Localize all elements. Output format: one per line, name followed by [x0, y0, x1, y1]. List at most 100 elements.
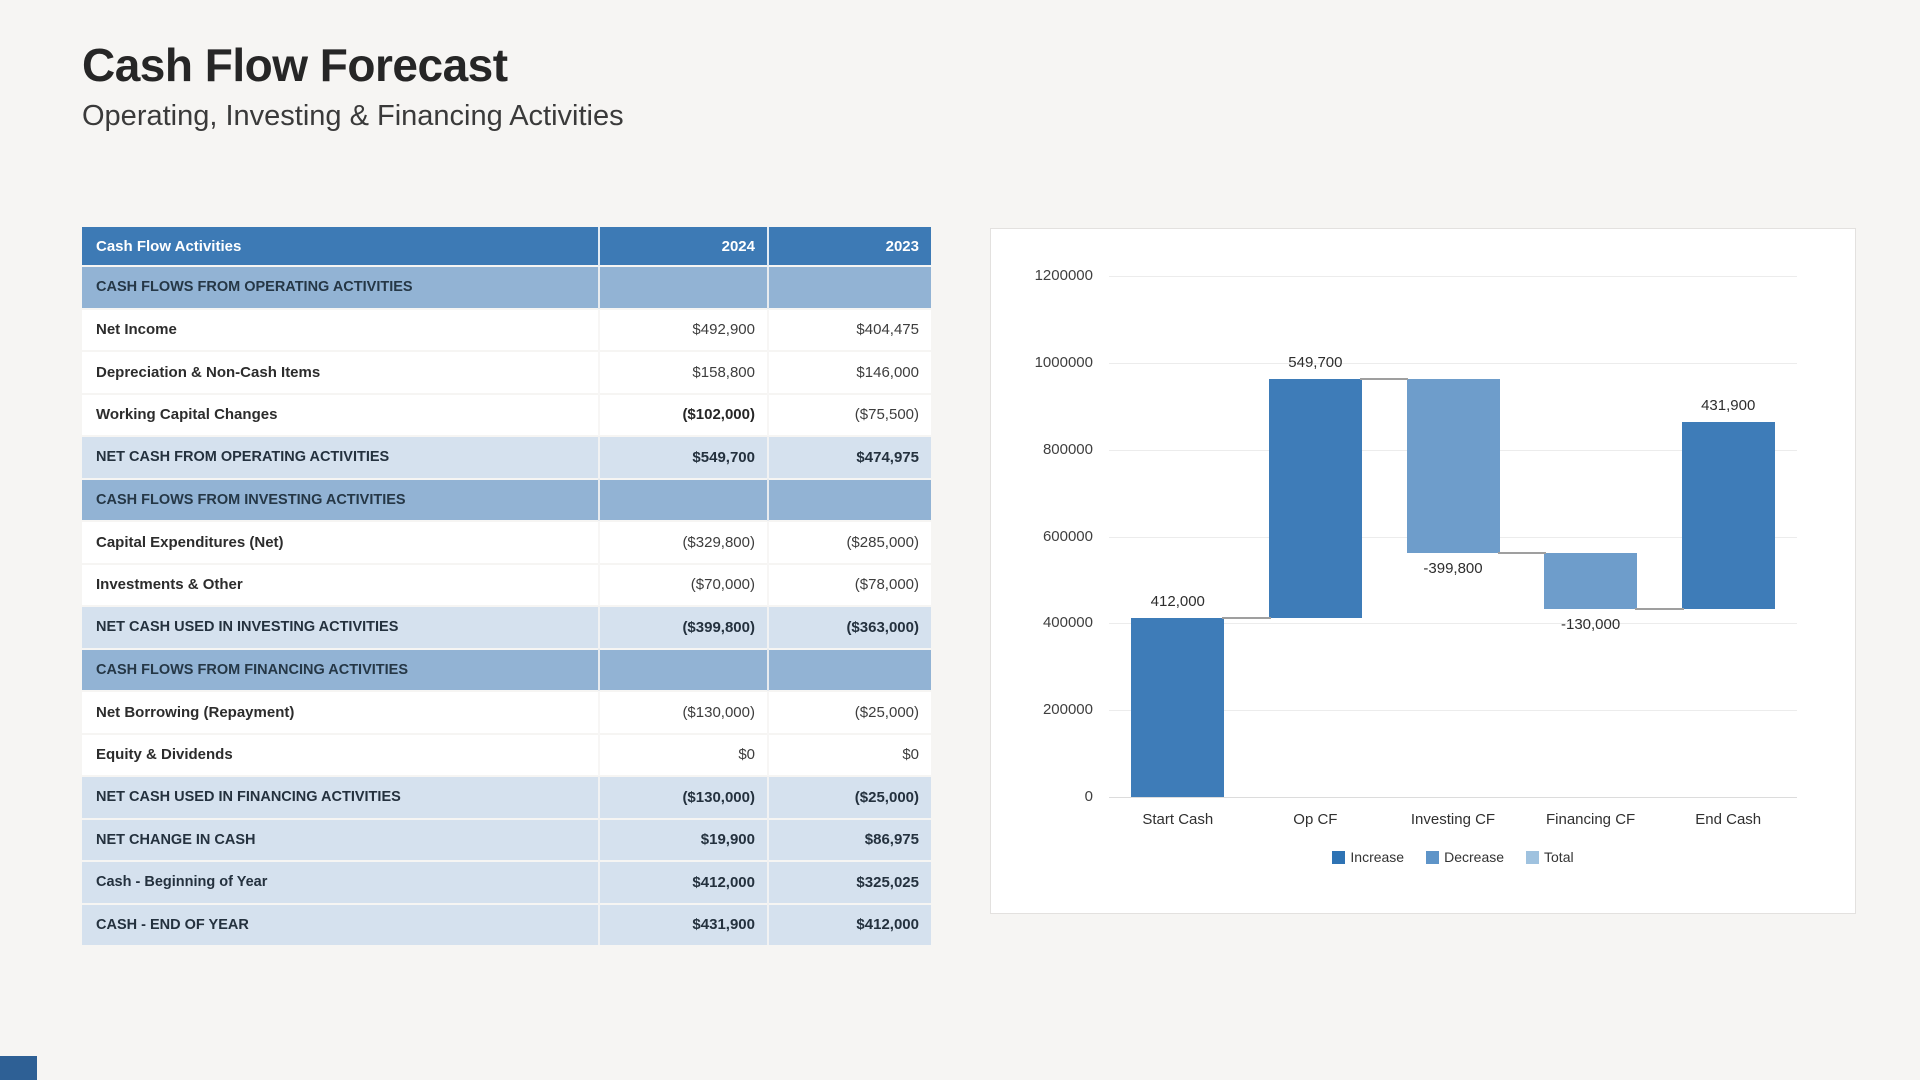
x-axis-category-label: Op CF: [1293, 811, 1338, 828]
value-2024: ($130,000): [598, 690, 768, 734]
value-2023: $404,475: [767, 307, 931, 351]
value-2024: $492,900: [598, 307, 768, 351]
value-2023: ($285,000): [767, 520, 931, 564]
y-axis-tick-label: 200000: [1042, 701, 1093, 719]
table-row-data: Capital Expenditures (Net) ($329,800) ($28…: [82, 520, 931, 564]
value-2023: [767, 647, 931, 691]
table-row-subtotal: Cash - Beginning of Year $412,000 $325,025: [82, 860, 931, 904]
y-axis-tick-label: 0: [1084, 788, 1093, 805]
table-row-subtotal: CASH - END OF YEAR $431,900 $412,000: [82, 902, 931, 945]
waterfall-bar-decrease: [1544, 553, 1638, 610]
table-row-subtotal: NET CASH USED IN INVESTING ACTIVITIES ($3…: [82, 605, 931, 649]
legend-item: Total: [1526, 849, 1574, 865]
row-label: Investments & Other: [82, 562, 599, 606]
value-2023: ($25,000): [767, 775, 931, 819]
column-header-2023: 2023: [767, 227, 931, 266]
gridline: [1109, 797, 1797, 798]
row-label: Equity & Dividends: [82, 732, 599, 776]
value-2024: $0: [598, 732, 768, 776]
value-2023: $86,975: [767, 817, 931, 861]
table-row-section: CASH FLOWS FROM OPERATING ACTIVITIES: [82, 265, 931, 309]
value-2023: [767, 265, 931, 309]
value-2024: ($102,000): [598, 392, 768, 436]
waterfall-connector: [1635, 608, 1684, 611]
waterfall-connector: [1359, 378, 1409, 381]
table-row-subtotal: NET CHANGE IN CASH $19,900 $86,975: [82, 817, 931, 861]
chart-legend: Increase Decrease Total: [1109, 849, 1797, 865]
page-subtitle: Operating, Investing & Financing Activit…: [82, 100, 624, 132]
y-axis-tick-label: 800000: [1042, 440, 1093, 458]
gridline: [1109, 623, 1797, 625]
value-2023: $474,975: [767, 435, 931, 479]
value-2024: [598, 265, 768, 309]
bottom-left-accent-bar: [0, 1056, 37, 1080]
value-2024: $412,000: [598, 860, 768, 904]
row-label: Capital Expenditures (Net): [82, 520, 599, 564]
value-2024: [598, 477, 768, 521]
value-2024: ($399,800): [598, 605, 768, 649]
y-axis-tick-label: 400000: [1042, 614, 1093, 632]
row-label: CASH FLOWS FROM OPERATING ACTIVITIES: [82, 265, 599, 309]
gridline: [1109, 362, 1797, 364]
row-label: NET CASH USED IN FINANCING ACTIVITIES: [82, 775, 599, 819]
value-2023: ($25,000): [767, 690, 931, 734]
legend-item: Decrease: [1426, 849, 1504, 865]
value-2024: [598, 647, 768, 691]
column-header-activities: Cash Flow Activities: [82, 227, 599, 266]
table-row-data: Equity & Dividends $0 $0: [82, 732, 931, 776]
value-2024: $19,900: [598, 817, 768, 861]
row-label: CASH FLOWS FROM FINANCING ACTIVITIES: [82, 647, 599, 691]
row-label: CASH - END OF YEAR: [82, 902, 599, 945]
bar-data-label: 412,000: [1150, 593, 1205, 611]
row-label: Depreciation & Non-Cash Items: [82, 350, 599, 394]
gridline: [1109, 710, 1797, 712]
bar-data-label: -130,000: [1560, 616, 1621, 634]
legend-item: Increase: [1332, 849, 1404, 865]
value-2024: $431,900: [598, 902, 768, 945]
gridline: [1109, 276, 1797, 277]
y-axis-tick-label: 1000000: [1034, 353, 1093, 371]
bar-data-label: -399,800: [1423, 560, 1483, 578]
y-axis-tick-label: 1200000: [1034, 267, 1093, 284]
cash-flow-table: Cash Flow Activities 2024 2023 CASH FLOW…: [82, 227, 931, 945]
x-axis-category-label: Financing CF: [1545, 811, 1636, 828]
value-2023: [767, 477, 931, 521]
value-2023: $146,000: [767, 350, 931, 394]
row-label: NET CHANGE IN CASH: [82, 817, 599, 861]
page-title: Cash Flow Forecast: [82, 39, 508, 91]
waterfall-connector: [1497, 552, 1547, 555]
table-row-data: Depreciation & Non-Cash Items $158,800 $14…: [82, 350, 931, 394]
legend-label: Decrease: [1444, 849, 1505, 865]
x-axis-category-label: End Cash: [1695, 811, 1762, 828]
row-label: Net Income: [82, 307, 599, 351]
bar-data-label: 431,900: [1701, 396, 1756, 414]
value-2024: ($130,000): [598, 775, 768, 819]
table-row-subtotal: NET CASH FROM OPERATING ACTIVITIES $549,7…: [82, 435, 931, 479]
waterfall-bar-increase: [1268, 379, 1362, 619]
value-2023: ($363,000): [767, 605, 931, 649]
x-axis-category-label: Investing CF: [1410, 811, 1496, 828]
row-label: CASH FLOWS FROM INVESTING ACTIVITIES: [82, 477, 599, 521]
bar-data-label: 549,700: [1288, 354, 1343, 372]
row-label: Net Borrowing (Repayment): [82, 690, 599, 734]
table-row-data: Investments & Other ($70,000) ($78,000): [82, 562, 931, 606]
waterfall-chart-card: 0 200000 400000 600000 800000 1000000 1200000 4…: [990, 228, 1856, 914]
row-label: NET CASH USED IN INVESTING ACTIVITIES: [82, 605, 599, 649]
value-2023: $0: [767, 732, 931, 776]
value-2024: $549,700: [598, 435, 768, 479]
waterfall-connector: [1222, 617, 1271, 620]
legend-swatch-icon: [1426, 850, 1440, 864]
row-label: Cash - Beginning of Year: [82, 860, 599, 904]
waterfall-bar-increase: [1131, 618, 1225, 797]
value-2024: ($329,800): [598, 520, 768, 564]
table-row-data: Working Capital Changes ($102,000) ($75,50…: [82, 392, 931, 436]
y-axis-tick-label: 600000: [1042, 527, 1093, 545]
cashflow-table-body: CASH FLOWS FROM OPERATING ACTIVITIES Net …: [82, 265, 931, 945]
value-2023: $412,000: [767, 902, 931, 945]
value-2023: ($75,500): [767, 392, 931, 436]
table-header-row: Cash Flow Activities 2024 2023: [82, 227, 931, 266]
legend-label: Total: [1544, 849, 1574, 865]
table-row-data: Net Borrowing (Repayment) ($130,000) ($25,…: [82, 690, 931, 734]
table-row-section: CASH FLOWS FROM FINANCING ACTIVITIES: [82, 647, 931, 691]
table-row-data: Net Income $492,900 $404,475: [82, 307, 931, 351]
